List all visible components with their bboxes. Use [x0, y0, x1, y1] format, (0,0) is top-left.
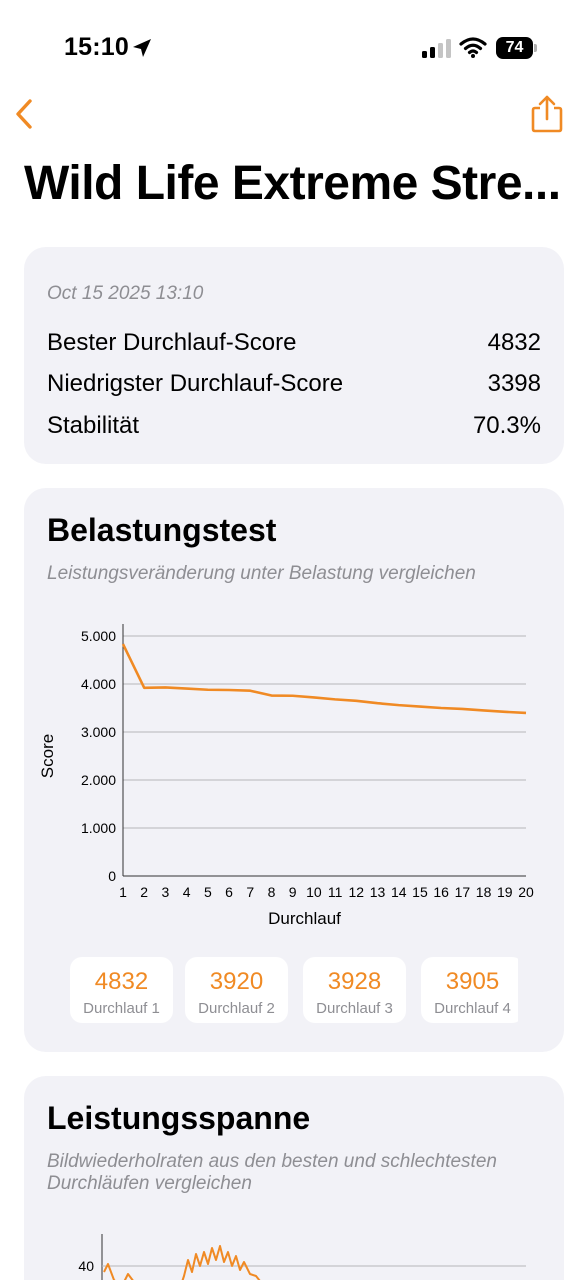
x-tick-label: 5 — [204, 884, 212, 900]
run-score-chips[interactable]: 4832 Durchlauf 1 3920 Durchlauf 2 3928 D… — [70, 957, 518, 1023]
status-time: 15:10 — [64, 33, 129, 61]
location-arrow-icon — [133, 39, 151, 57]
y-tick-label: 1.000 — [81, 820, 116, 836]
y-tick-label: 5.000 — [81, 628, 116, 644]
run-score: 3928 — [327, 968, 382, 995]
x-tick-label: 7 — [246, 884, 254, 900]
summary-card: Oct 15 2025 13:10 Bester Durchlauf-Score… — [24, 247, 564, 464]
stress-test-subtitle: Leistungsveränderung unter Belastung ver… — [47, 563, 476, 584]
run-chip[interactable]: 4832 Durchlauf 1 — [70, 957, 173, 1023]
x-tick-label: 19 — [497, 884, 513, 900]
run-score: 4832 — [94, 968, 149, 995]
x-tick-label: 6 — [225, 884, 233, 900]
x-tick-label: 12 — [349, 884, 365, 900]
best-run-label: Bester Durchlauf-Score — [47, 329, 297, 356]
test-date: Oct 15 2025 13:10 — [47, 283, 204, 304]
performance-range-title: Leistungsspanne — [47, 1100, 311, 1136]
status-bar: 15:10 74 — [0, 0, 588, 96]
run-label: Durchlauf 1 — [83, 1000, 160, 1017]
y-tick-label: 3.000 — [81, 724, 116, 740]
lowest-run-row: Niedrigster Durchlauf-Score 3398 — [47, 370, 541, 400]
y-tick-label: 0 — [108, 868, 116, 884]
x-tick-label: 18 — [476, 884, 492, 900]
stability-value: 70.3% — [472, 412, 541, 439]
x-tick-label: 1 — [119, 884, 127, 900]
stability-label: Stabilität — [47, 412, 140, 439]
series-line-score — [121, 643, 527, 715]
lowest-run-value: 3398 — [487, 370, 541, 397]
lowest-run-label: Niedrigster Durchlauf-Score — [47, 370, 344, 397]
run-chip[interactable]: 3928 Durchlauf 3 — [303, 957, 406, 1023]
y-tick-label: 2.000 — [81, 772, 116, 788]
performance-range-card: Leistungsspanne Bildwiederholraten aus d… — [24, 1076, 564, 1280]
x-tick-label: 11 — [328, 884, 343, 900]
x-tick-label: 2 — [140, 884, 148, 900]
x-tick-label: 13 — [370, 884, 386, 900]
stress-test-card: Belastungstest Leistungsveränderung unte… — [24, 488, 564, 1052]
back-chevron-icon[interactable] — [8, 96, 44, 132]
x-tick-label: 20 — [518, 884, 534, 900]
x-axis-label: Durchlauf — [268, 909, 341, 928]
performance-range-subtitle: Bildwiederholraten aus den besten und sc… — [47, 1151, 497, 1194]
x-tick-label: 3 — [162, 884, 170, 900]
x-tick-label: 14 — [391, 884, 407, 900]
run-label: Durchlauf 3 — [316, 1000, 393, 1017]
battery-icon: 74 — [496, 37, 538, 59]
best-run-row: Bester Durchlauf-Score 4832 — [47, 329, 541, 359]
stability-row: Stabilität 70.3% — [47, 412, 541, 442]
best-run-value: 4832 — [487, 329, 541, 356]
page-title: Wild Life Extreme Stre... — [24, 157, 561, 210]
y-tick-label: 4.000 — [81, 676, 116, 692]
stress-test-title: Belastungstest — [47, 512, 277, 548]
range-line-chart: 40 — [78, 1234, 526, 1280]
cellular-signal-icon — [422, 39, 451, 58]
run-chip[interactable]: 3905 Durchlauf 4 — [421, 957, 518, 1023]
run-score: 3920 — [209, 968, 264, 995]
x-tick-label: 16 — [433, 884, 449, 900]
battery-level: 74 — [496, 37, 533, 59]
x-tick-label: 10 — [306, 884, 322, 900]
x-tick-label: 9 — [289, 884, 297, 900]
series-line-fps — [103, 1245, 261, 1280]
y-axis-label: Score — [38, 734, 57, 778]
wifi-icon — [459, 37, 487, 58]
x-tick-label: 15 — [412, 884, 428, 900]
y-tick-label: 40 — [78, 1258, 94, 1274]
x-tick-label: 8 — [268, 884, 276, 900]
x-tick-label: 17 — [455, 884, 471, 900]
run-label: Durchlauf 2 — [198, 1000, 275, 1017]
share-icon[interactable] — [528, 94, 566, 134]
run-chip[interactable]: 3920 Durchlauf 2 — [185, 957, 288, 1023]
run-label: Durchlauf 4 — [434, 1000, 511, 1017]
run-score: 3905 — [445, 968, 500, 995]
x-tick-label: 4 — [183, 884, 191, 900]
